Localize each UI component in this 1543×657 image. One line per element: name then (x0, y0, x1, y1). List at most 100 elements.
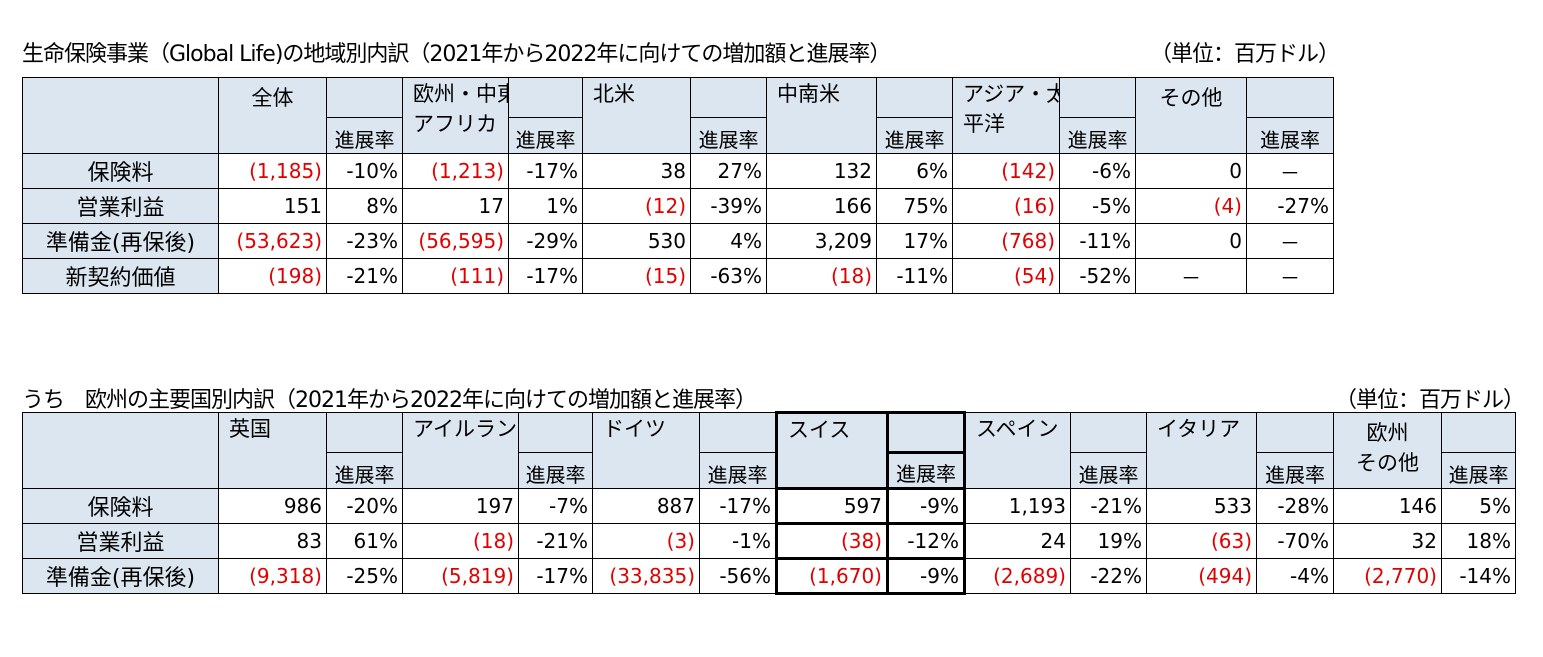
value-cell: (33,835) (592, 558, 700, 594)
value-cell: 24 (964, 523, 1071, 559)
rate-cell: -10% (326, 153, 403, 189)
row-label: 営業利益 (22, 523, 219, 559)
corner-cell (22, 77, 219, 154)
rate-cell: -5% (1059, 188, 1136, 224)
value-cell: 197 (402, 488, 519, 524)
group-name-line2: 平洋 (963, 112, 1005, 136)
value-cell: (9,318) (218, 558, 327, 594)
row-label: 準備金(再保後) (22, 223, 219, 259)
group-name-line2 (771, 106, 872, 112)
value-cell: (1,213) (402, 153, 509, 189)
value-cell: (2,689) (964, 558, 1071, 594)
rate-cell: -17% (508, 258, 583, 294)
group-name-line2 (970, 441, 1066, 447)
group-header: アジア・太 平洋 (952, 77, 1060, 154)
group-name-line1: 北米 (593, 82, 635, 106)
table1-unit: （単位：百万ドル） (1150, 42, 1340, 67)
rate-cell: -28% (1256, 488, 1334, 524)
group-header: 中南米 (766, 77, 877, 154)
group-name-line2 (1151, 441, 1252, 447)
rate-header: 進展率 (1070, 452, 1147, 489)
rate-cell: -21% (1070, 488, 1147, 524)
rate-cell: -12% (886, 522, 966, 560)
value-cell: 0 (1135, 153, 1247, 189)
rate-cell: -9% (886, 557, 966, 595)
table2-unit: （単位：百万ドル） (1335, 388, 1525, 413)
row-label: 新契約価値 (22, 258, 219, 294)
rate-header: 進展率 (326, 117, 403, 154)
value-cell: (5,819) (402, 558, 519, 594)
group-header: 北米 (582, 77, 691, 154)
rate-cell: 4% (690, 223, 767, 259)
rate-cell: -70% (1256, 523, 1334, 559)
value-cell: 887 (592, 488, 700, 524)
group-name-line2 (1140, 110, 1242, 116)
value-cell: (142) (952, 153, 1060, 189)
rate-cell: -9% (886, 487, 966, 525)
rate-cell: -1% (699, 523, 777, 559)
group-name-line1: スペイン (976, 417, 1059, 441)
value-cell: (53,623) (218, 223, 327, 259)
rate-header: 進展率 (1256, 452, 1334, 489)
rate-cell: -17% (699, 488, 777, 524)
rate-header: 進展率 (326, 452, 403, 489)
rate-cell: -63% (690, 258, 767, 294)
value-cell: (63) (1146, 523, 1257, 559)
value-cell: (54) (952, 258, 1060, 294)
europe-country-table: 英国アイルランドドイツスイススペインイタリア欧州その他進展率進展率進展率進展率進… (22, 411, 1516, 595)
row-label: 準備金(再保後) (22, 558, 219, 594)
rate-cell: -21% (326, 258, 403, 294)
value-cell: 533 (1146, 488, 1257, 524)
value-cell: (4) (1135, 188, 1247, 224)
rate-cell: 8% (326, 188, 403, 224)
rate-header: 進展率 (518, 452, 593, 489)
value-cell: (18) (766, 258, 877, 294)
group-name-line2 (587, 106, 686, 112)
rate-cell: 17% (876, 223, 953, 259)
value-cell: 38 (582, 153, 691, 189)
rate-header: 進展率 (1441, 452, 1516, 489)
rate-cell: -23% (326, 223, 403, 259)
value-cell: 597 (775, 487, 889, 525)
rate-cell: -6% (1059, 153, 1136, 189)
group-name-line2 (407, 441, 514, 447)
group-name-line2 (223, 441, 322, 447)
value-cell: (494) (1146, 558, 1257, 594)
group-header: イタリア (1146, 412, 1257, 489)
group-name-line1: アジア・太 (963, 82, 1060, 106)
value-cell: 146 (1333, 488, 1442, 524)
rate-cell: 19% (1070, 523, 1147, 559)
rate-header: 進展率 (876, 117, 953, 154)
rate-cell: -29% (508, 223, 583, 259)
rate-cell: -39% (690, 188, 767, 224)
group-name-line2: アフリカ (413, 112, 497, 136)
value-cell: (15) (582, 258, 691, 294)
group-name-line1: ドイツ (603, 417, 666, 441)
rate-cell: － (1246, 153, 1334, 189)
value-cell: 166 (766, 188, 877, 224)
group-name-line1: 欧州・中東・ (413, 82, 508, 106)
rate-cell: 75% (876, 188, 953, 224)
group-header: スイス (775, 411, 889, 490)
value-cell: (198) (218, 258, 327, 294)
value-cell: (38) (775, 522, 889, 560)
row-label: 保険料 (22, 488, 219, 524)
rate-header: 進展率 (1059, 117, 1136, 154)
rate-cell: -56% (699, 558, 777, 594)
rate-cell: -11% (1059, 223, 1136, 259)
group-name-line2: その他 (1356, 451, 1419, 475)
rate-cell: -14% (1441, 558, 1516, 594)
value-cell: 83 (218, 523, 327, 559)
value-cell: (56,595) (402, 223, 509, 259)
value-cell: 530 (582, 223, 691, 259)
rate-cell: -22% (1070, 558, 1147, 594)
value-cell: (3) (592, 523, 700, 559)
table1-title: 生命保険事業（Global Life)の地域別内訳（2021年から2022年に向… (22, 42, 891, 67)
rate-cell: 5% (1441, 488, 1516, 524)
group-name-line1: 全体 (251, 86, 294, 110)
group-header: 全体 (218, 77, 327, 154)
group-name-line1: スイス (788, 418, 851, 442)
group-header: ドイツ (592, 412, 700, 489)
